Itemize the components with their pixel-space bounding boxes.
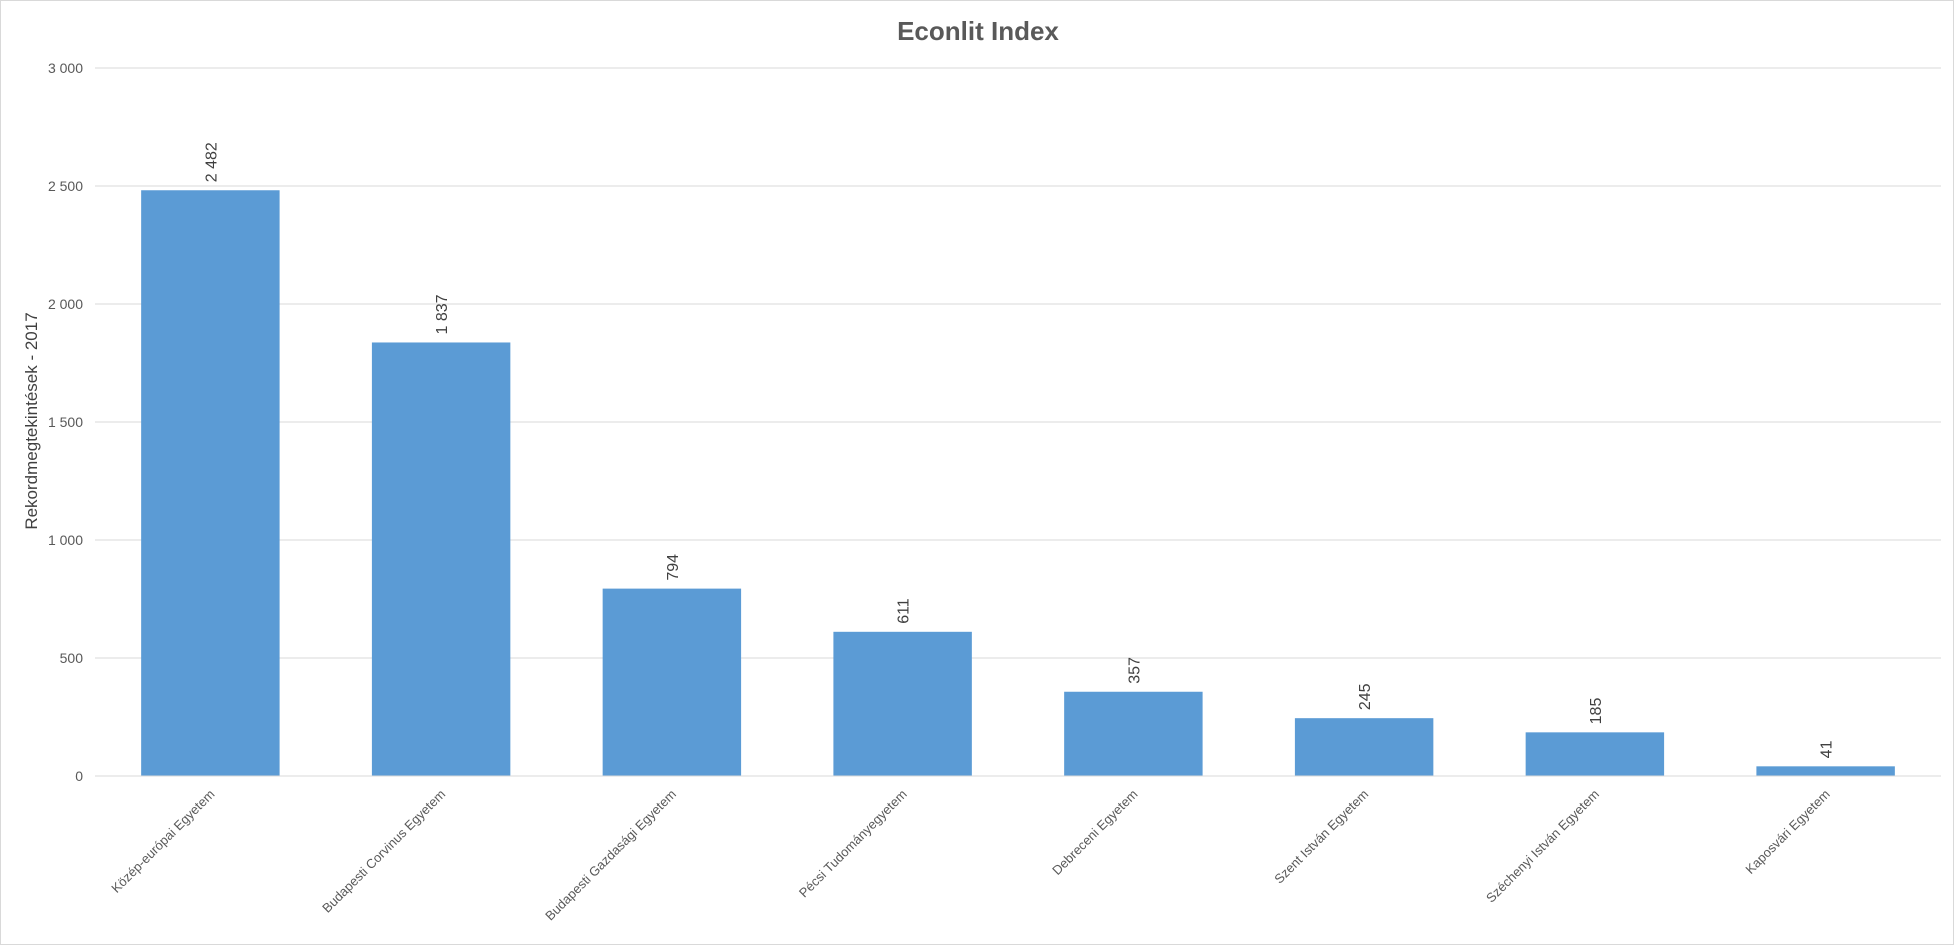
x-tick-label: Pécsi Tudományegyetem [796,787,910,901]
bar [141,190,280,777]
bar [1294,718,1434,776]
bar [602,588,742,776]
bar [1756,766,1895,776]
bar [1064,691,1203,776]
data-label: 41 [1819,740,1836,758]
data-label: 185 [1588,698,1605,725]
x-tick-label: Szent István Egyetem [1271,787,1371,887]
y-tick-label: 1 000 [48,532,83,548]
bar [371,342,511,776]
data-label: 245 [1357,683,1374,710]
chart-title: Econlit Index [897,16,1059,46]
y-tick-label: 3 000 [48,60,83,76]
bars [141,190,1895,777]
data-label: 357 [1126,657,1143,684]
x-tick-label: Közép-európai Egyetem [108,787,217,896]
data-label: 1 837 [434,294,451,334]
y-tick-label: 1 500 [48,414,83,430]
data-labels: 2 482 1 837 794 611 357 245 185 41 [203,142,1835,758]
data-label: 611 [896,598,913,624]
data-label: 2 482 [203,142,220,182]
y-tick-label: 2 000 [48,296,83,312]
x-tick-label: Budapesti Gazdasági Egyetem [542,787,679,924]
y-axis-label: Rekordmegtekintések - 2017 [22,312,41,529]
bar [833,631,972,776]
x-tick-label: Kaposvári Egyetem [1742,787,1832,877]
y-axis-ticks: 0 500 1 000 1 500 2 000 2 500 3 000 [48,60,83,784]
x-tick-label: Debreceni Egyetem [1049,787,1140,878]
bar [1525,732,1665,776]
x-axis-ticks: Közép-európai Egyetem Budapesti Corvinus … [108,787,1832,924]
data-label: 794 [665,554,682,581]
x-tick-label: Budapesti Corvinus Egyetem [319,787,448,916]
x-tick-label: Széchenyi István Egyetem [1483,787,1602,906]
y-tick-label: 0 [75,768,83,784]
y-tick-label: 500 [60,650,84,666]
y-tick-label: 2 500 [48,178,83,194]
